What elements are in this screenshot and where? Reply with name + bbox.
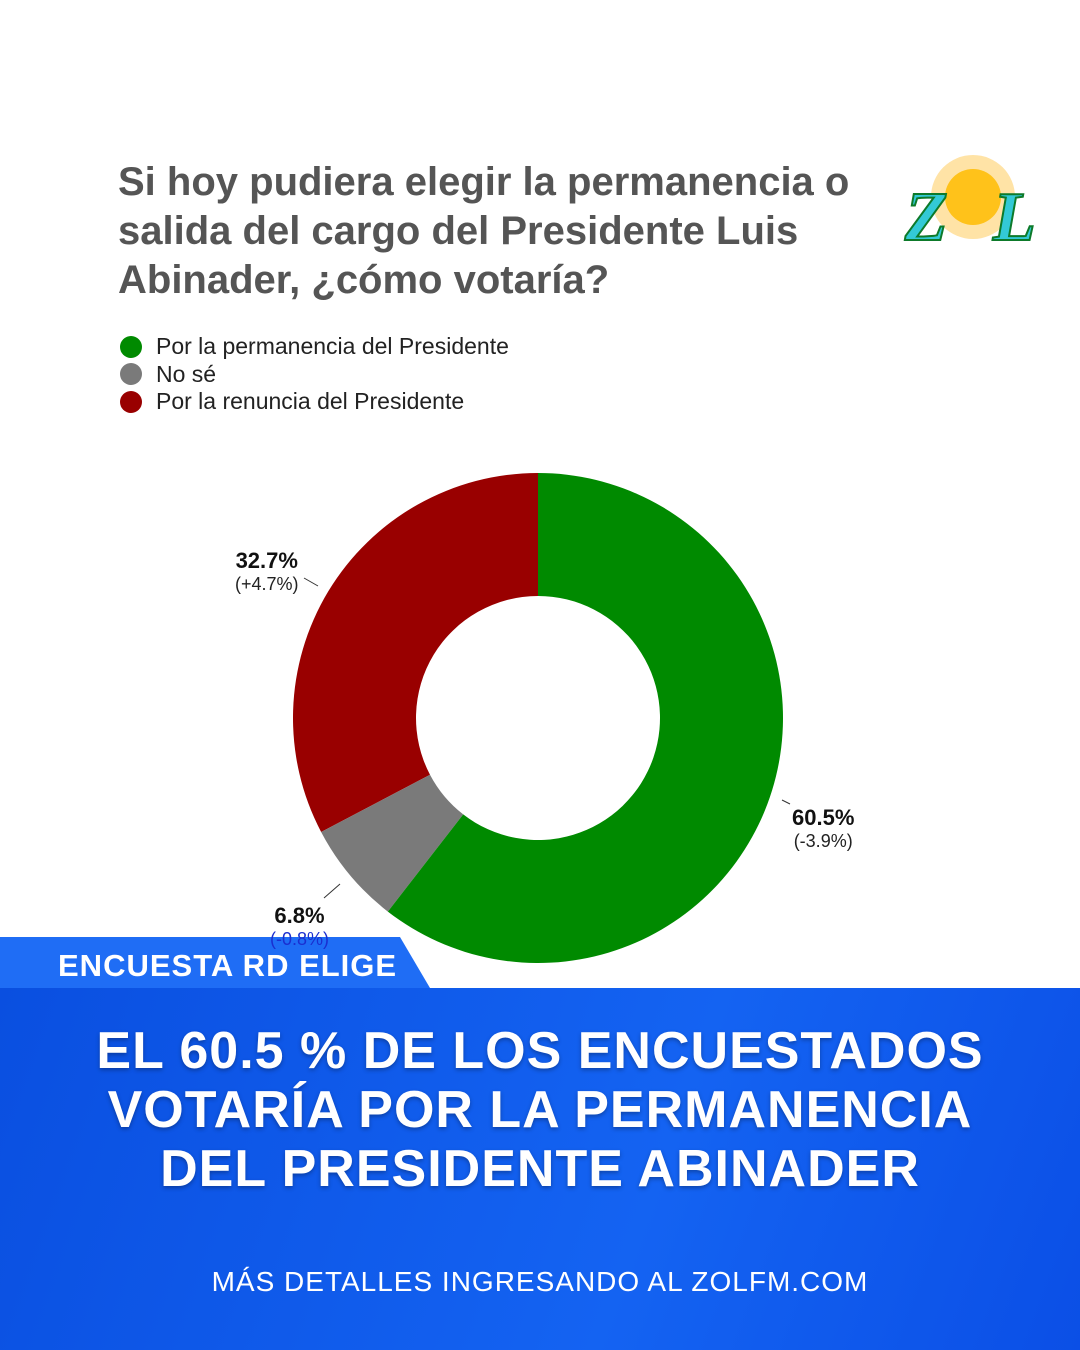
banner-background [0,988,1080,1350]
slice-label-nose: 6.8% (-0.8%) [270,903,330,949]
legend-label: No sé [156,360,217,387]
donut-slice-2 [292,473,538,832]
leader-line [303,577,319,587]
chart-legend: Por la permanencia del Presidente No sé … [120,333,509,416]
legend-item: Por la renuncia del Presidente [120,388,509,416]
legend-dot [120,363,142,386]
chart-title: Si hoy pudiera elegir la permanencia o s… [118,160,850,302]
svg-text:L: L [992,179,1036,256]
donut-slice-1 [321,774,464,912]
tag-ribbon [0,937,430,988]
slice-label-permanencia: 60.5% (-3.9%) [792,805,855,851]
legend-dot [120,335,142,358]
leader-line [323,883,341,899]
tag-label: ENCUESTA RD ELIGE [58,948,398,983]
donut-slice-0 [387,473,783,963]
leader-line [781,799,791,805]
donut-chart [292,473,791,963]
legend-item: Por la permanencia del Presidente [120,333,509,361]
zol-logo: Z L [903,155,1037,257]
svg-text:Z: Z [904,179,948,256]
legend-label: Por la renuncia del Presidente [156,388,465,415]
headline: EL 60.5 % DE LOS ENCUESTADOS VOTARÍA POR … [96,1022,984,1198]
legend-dot [120,390,142,413]
legend-label: Por la permanencia del Presidente [156,333,509,360]
footer-link-text[interactable]: MÁS DETALLES INGRESANDO AL ZOLFM.COM [211,1266,869,1297]
slice-label-renuncia: 32.7% (+4.7%) [235,548,299,594]
legend-item: No sé [120,361,509,389]
